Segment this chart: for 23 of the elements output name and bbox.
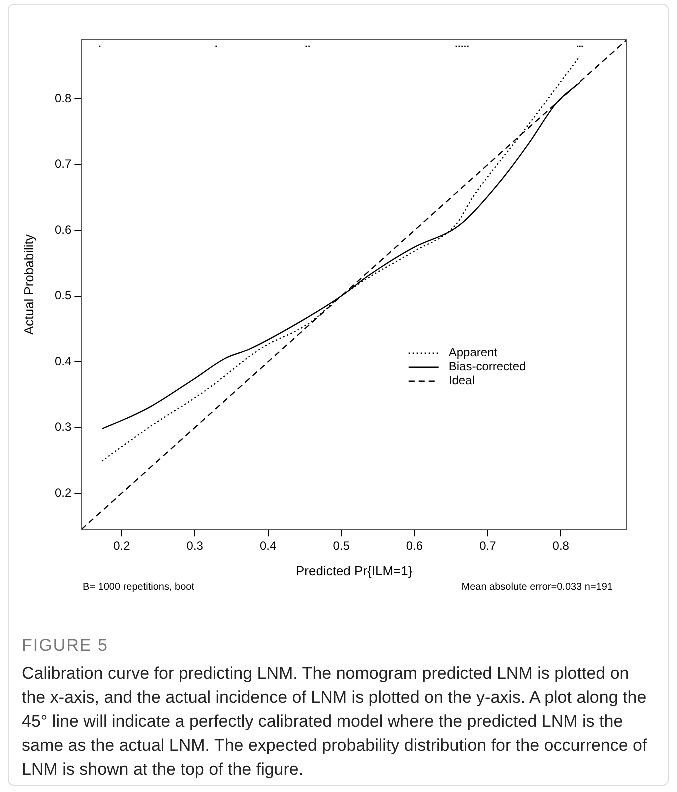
x-tick-label: 0.4 bbox=[260, 539, 277, 554]
y-tick-label: 0.2 bbox=[54, 486, 72, 500]
y-tick-label: 0.8 bbox=[54, 91, 72, 106]
x-tick-label: 0.5 bbox=[333, 539, 350, 554]
y-tick-label: 0.5 bbox=[54, 288, 72, 303]
text: B= 1000 repetitions, boot bbox=[83, 582, 194, 593]
x-tick-label: 0.7 bbox=[480, 539, 497, 554]
caption: FIGURE 5 bbox=[22, 636, 108, 656]
y-tick-label: 0.7 bbox=[54, 157, 72, 172]
x-tick-label: 0.3 bbox=[186, 539, 204, 554]
x-tick-label: 0.8 bbox=[552, 539, 570, 554]
y-tick-label: 0.6 bbox=[54, 222, 72, 237]
y-axis-title: Actual Probability bbox=[22, 234, 37, 336]
text: Calibration curve for predicting LNM. The nomogram predicted LNM is plotted on the x-axis, and the actual incidence of LNM is plotted on the y-axis. A plot along the 45° line will indicate a perfectly calibrated model where the predicted LNM is the same as the actual LNM. The expected probability distribution for the occurrence of LNM is shown at the top of the figure. bbox=[22, 663, 648, 781]
x-tick-label: 0.6 bbox=[406, 539, 424, 554]
legend-label: Ideal bbox=[448, 374, 475, 388]
text: Mean absolute error=0.033 n=191 bbox=[462, 582, 613, 593]
legend-label: Apparent bbox=[448, 346, 498, 360]
x-tick-label: 0.2 bbox=[114, 539, 131, 554]
y-tick-label: 0.3 bbox=[54, 420, 72, 434]
x-axis-title: Predicted Pr{ILM=1} bbox=[296, 564, 414, 579]
legend-label: Bias-corrected bbox=[448, 360, 526, 374]
y-tick-label: 0.4 bbox=[54, 354, 72, 368]
